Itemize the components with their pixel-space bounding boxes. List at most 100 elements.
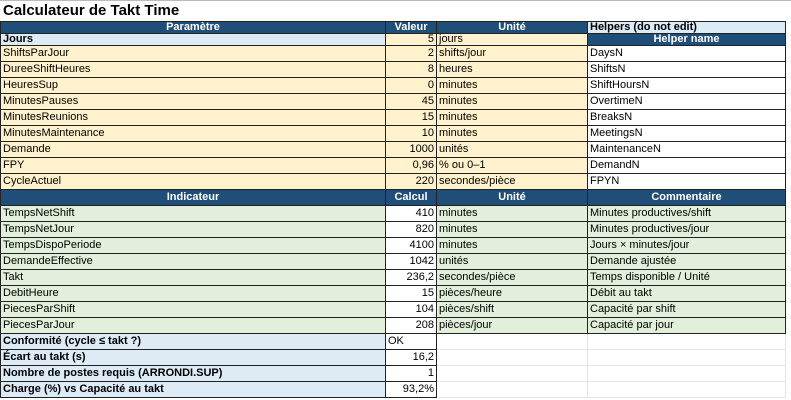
indicator-unit: unités (436, 253, 588, 270)
summary-row: Nombre de postes requis (ARRONDI.SUP) 1 (0, 365, 786, 382)
indicator-row: PiecesParShift 104 pièces/shift Capacité pa… (0, 301, 786, 318)
empty-cell (587, 381, 786, 398)
param-name: CycleActuel (0, 173, 386, 190)
indicator-name: PiecesParShift (0, 301, 386, 318)
summary-name: Écart au takt (s) (0, 349, 386, 366)
param-name: ShiftsParJour (0, 45, 386, 62)
indicator-name: TempsNetShift (0, 205, 386, 222)
param-name: MinutesMaintenance (0, 125, 386, 142)
indicator-comment: Capacité par jour (587, 317, 786, 334)
indicator-value: 236,2 (385, 269, 437, 286)
indicator-comment: Temps disponible / Unité (587, 269, 786, 286)
param-value[interactable]: 5 (385, 33, 437, 46)
param-value[interactable]: 220 (385, 173, 437, 190)
header-unite: Unité (436, 21, 588, 34)
indicator-value: 4100 (385, 237, 437, 254)
summary-row: Conformité (cycle ≤ takt ?) OK (0, 333, 786, 350)
param-value[interactable]: 45 (385, 93, 437, 110)
indicator-row: PiecesParJour 208 pièces/jour Capacité par … (0, 317, 786, 334)
summary-value: 1 (385, 365, 437, 382)
indicator-comment: Demande ajustée (587, 253, 786, 270)
param-unit: secondes/pièce (436, 173, 588, 190)
empty-cell (436, 333, 588, 350)
empty-cell (436, 381, 588, 398)
param-unit: heures (436, 61, 588, 78)
indicator-comment: Débit au takt (587, 285, 786, 302)
param-unit: minutes (436, 77, 588, 94)
param-name: Jours (0, 33, 386, 46)
empty-cell (587, 333, 786, 350)
summary-value: OK (385, 333, 437, 350)
param-value[interactable]: 0,96 (385, 157, 437, 174)
param-unit: % ou 0–1 (436, 157, 588, 174)
indicator-row: TempsNetJour 820 minutes Minutes productive… (0, 221, 786, 238)
param-value[interactable]: 10 (385, 125, 437, 142)
helper-name: DemandN (587, 157, 786, 174)
param-unit: minutes (436, 125, 588, 142)
param-unit: jours (436, 33, 588, 46)
indicator-header: Calcul (385, 189, 437, 206)
helper-name-header: Helper name (587, 33, 786, 46)
helper-name: ShiftHoursN (587, 77, 786, 94)
takt-table: Paramètre Valeur Unité Helpers (do not edit… (0, 21, 786, 398)
indicator-row: TempsDispoPeriode 4100 minutes Jours × minu… (0, 237, 786, 254)
indicator-name: DebitHeure (0, 285, 386, 302)
empty-cell (436, 365, 588, 382)
param-value[interactable]: 8 (385, 61, 437, 78)
indicator-row: TempsNetShift 410 minutes Minutes productiv… (0, 205, 786, 222)
param-name: MinutesReunions (0, 109, 386, 126)
indicator-value: 820 (385, 221, 437, 238)
param-row: MinutesReunions 15 minutes BreaksN (0, 109, 786, 126)
helper-name: OvertimeN (587, 93, 786, 110)
param-unit: unités (436, 141, 588, 158)
summary-value: 16,2 (385, 349, 437, 366)
indicator-comment: Jours × minutes/jour (587, 237, 786, 254)
indicator-header-row: Indicateur Calcul Unité Commentaire (0, 189, 786, 206)
indicator-row: DemandeEffective 1042 unités Demande ajusté… (0, 253, 786, 270)
param-name: FPY (0, 157, 386, 174)
indicator-name: TempsNetJour (0, 221, 386, 238)
empty-cell (436, 349, 588, 366)
param-row: MinutesMaintenance 10 minutes MeetingsN (0, 125, 786, 142)
param-unit: minutes (436, 93, 588, 110)
indicator-comment: Minutes productives/shift (587, 205, 786, 222)
param-row: Jours 5 jours Helper name (0, 33, 786, 46)
top-border (0, 0, 791, 1)
indicator-value: 15 (385, 285, 437, 302)
helpers-title: Helpers (do not edit) (587, 21, 786, 34)
indicator-name: TempsDispoPeriode (0, 237, 386, 254)
param-name: DureeShiftHeures (0, 61, 386, 78)
indicator-header: Unité (436, 189, 588, 206)
param-value[interactable]: 2 (385, 45, 437, 62)
param-header-row: Paramètre Valeur Unité Helpers (do not edit… (0, 21, 786, 34)
param-row: MinutesPauses 45 minutes OvertimeN (0, 93, 786, 110)
summary-name: Nombre de postes requis (ARRONDI.SUP) (0, 365, 386, 382)
indicator-header: Commentaire (587, 189, 786, 206)
indicator-unit: minutes (436, 237, 588, 254)
indicator-value: 208 (385, 317, 437, 334)
param-value[interactable]: 1000 (385, 141, 437, 158)
indicator-name: Takt (0, 269, 386, 286)
indicator-name: PiecesParJour (0, 317, 386, 334)
indicator-unit: pièces/heure (436, 285, 588, 302)
helper-name: FPYN (587, 173, 786, 190)
summary-row: Charge (%) vs Capacité au takt 93,2% (0, 381, 786, 398)
summary-row: Écart au takt (s) 16,2 (0, 349, 786, 366)
indicator-comment: Minutes productives/jour (587, 221, 786, 238)
indicator-comment: Capacité par shift (587, 301, 786, 318)
indicator-header: Indicateur (0, 189, 386, 206)
indicator-unit: pièces/jour (436, 317, 588, 334)
param-row: FPY 0,96% ou 0–1 DemandN (0, 157, 786, 174)
param-row: ShiftsParJour 2 shifts/jour DaysN (0, 45, 786, 62)
param-unit: minutes (436, 109, 588, 126)
param-value[interactable]: 0 (385, 77, 437, 94)
helper-name: BreaksN (587, 109, 786, 126)
summary-name: Charge (%) vs Capacité au takt (0, 381, 386, 398)
param-name: HeuresSup (0, 77, 386, 94)
param-value[interactable]: 15 (385, 109, 437, 126)
header-valeur: Valeur (385, 21, 437, 34)
indicator-row: Takt 236,2 secondes/pièce Temps disponible … (0, 269, 786, 286)
indicator-value: 410 (385, 205, 437, 222)
indicator-row: DebitHeure 15 pièces/heure Débit au takt (0, 285, 786, 302)
param-row: Demande 1000 unités MaintenanceN (0, 141, 786, 158)
